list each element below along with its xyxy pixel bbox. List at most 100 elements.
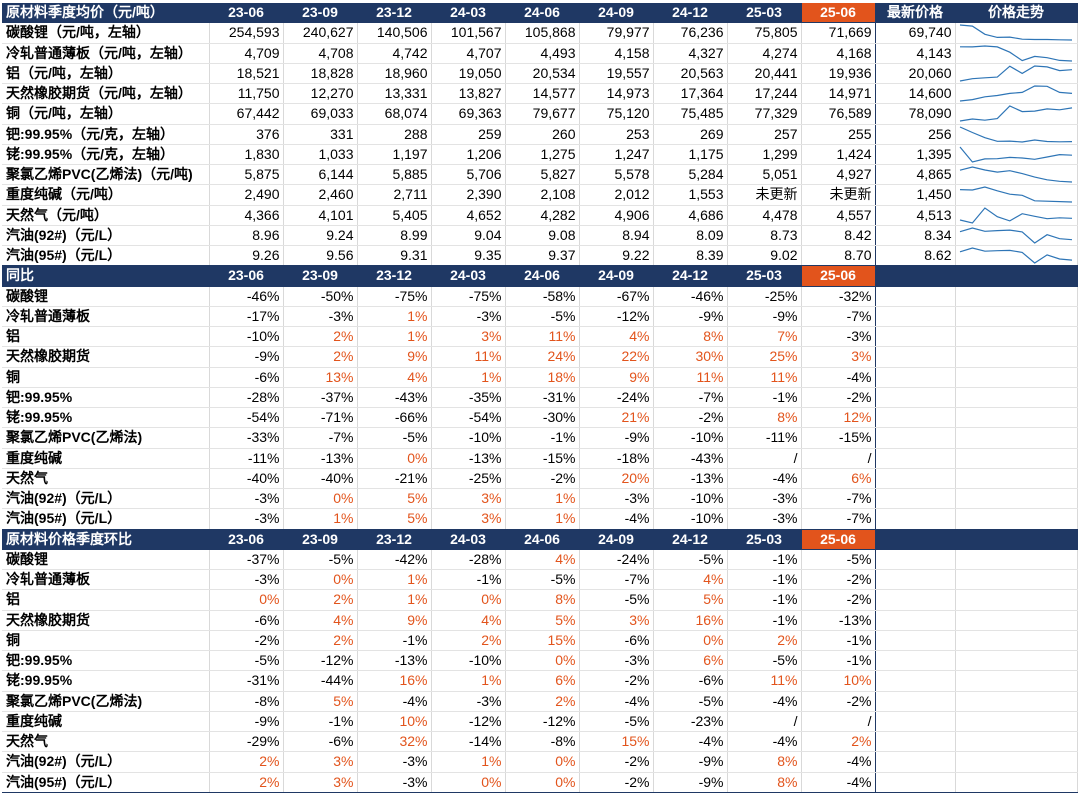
price-value: 18,960 bbox=[357, 63, 432, 85]
qoq-value: 0% bbox=[209, 589, 284, 611]
price-row-name: 钯:99.95%（元/克，左轴） bbox=[2, 124, 210, 145]
blank-cell bbox=[875, 367, 956, 388]
price-value: 257 bbox=[727, 124, 802, 145]
material-price-table: 原材料季度均价（元/吨） 23-06 23-09 23-12 24-03 24-06 24-… bbox=[2, 3, 1078, 793]
price-value: 8.39 bbox=[653, 245, 728, 267]
yoy-value: 11% bbox=[431, 346, 506, 368]
price-row: 汽油(95#)（元/L） 9.26 9.56 9.31 9.35 9.37 9.22 8.39… bbox=[2, 245, 1078, 267]
quarter-header: 23-12 bbox=[357, 265, 432, 287]
yoy-value: -4% bbox=[579, 508, 654, 530]
price-value: 14,971 bbox=[801, 83, 876, 105]
yoy-value: -10% bbox=[653, 427, 728, 449]
price-value: 1,830 bbox=[209, 144, 284, 166]
blank-cell bbox=[955, 569, 1078, 591]
sparkline bbox=[959, 126, 1072, 143]
price-value: 8.96 bbox=[209, 224, 284, 247]
yoy-value: -43% bbox=[653, 448, 728, 469]
yoy-value: -10% bbox=[209, 326, 284, 348]
yoy-value: 0% bbox=[357, 448, 432, 469]
latest-price: 4,513 bbox=[875, 205, 956, 226]
yoy-value: -5% bbox=[357, 427, 432, 449]
price-value: 9.31 bbox=[357, 245, 432, 267]
blank-cell bbox=[875, 265, 956, 287]
price-value: 未更新 bbox=[727, 184, 802, 206]
quarter-header: 25-03 bbox=[727, 3, 802, 24]
yoy-value: -9% bbox=[579, 427, 654, 449]
blank-cell bbox=[955, 306, 1078, 328]
qoq-value: 4% bbox=[505, 549, 580, 571]
blank-cell bbox=[955, 549, 1078, 571]
qoq-value: -4% bbox=[727, 691, 802, 712]
price-row-name: 天然气（元/吨） bbox=[2, 205, 210, 226]
qoq-value: 2% bbox=[801, 731, 876, 753]
yoy-row-name: 汽油(95#)（元/L） bbox=[2, 508, 210, 530]
latest-price: 4,865 bbox=[875, 164, 956, 186]
latest-price: 78,090 bbox=[875, 103, 956, 125]
qoq-value: -4% bbox=[653, 731, 728, 753]
quarter-header: 23-12 bbox=[357, 529, 432, 550]
sparkline bbox=[959, 45, 1072, 62]
yoy-value: -66% bbox=[357, 407, 432, 429]
yoy-value: -11% bbox=[209, 448, 284, 469]
price-value: 18,828 bbox=[283, 63, 358, 85]
yoy-value: 24% bbox=[505, 346, 580, 368]
price-row-name: 冷轧普通薄板（元/吨，左轴） bbox=[2, 43, 210, 64]
quarter-header: 23-09 bbox=[283, 265, 358, 287]
price-value: 4,478 bbox=[727, 205, 802, 226]
blank-cell bbox=[875, 569, 956, 591]
qoq-value: 1% bbox=[431, 670, 506, 692]
yoy-value: 4% bbox=[357, 367, 432, 388]
yoy-value: -3% bbox=[579, 487, 654, 510]
price-value: 1,175 bbox=[653, 144, 728, 166]
yoy-value: 13% bbox=[283, 367, 358, 388]
qoq-value: 4% bbox=[431, 610, 506, 631]
qoq-value: 3% bbox=[579, 610, 654, 631]
yoy-value: -7% bbox=[801, 306, 876, 328]
yoy-value: -40% bbox=[209, 468, 284, 490]
blank-cell bbox=[875, 286, 956, 307]
qoq-value: 0% bbox=[431, 589, 506, 611]
qoq-value: -2% bbox=[209, 630, 284, 652]
yoy-value: -75% bbox=[431, 286, 506, 307]
price-value: 2,460 bbox=[283, 184, 358, 206]
qoq-value: -13% bbox=[801, 610, 876, 631]
yoy-value: -5% bbox=[505, 306, 580, 328]
yoy-value: -75% bbox=[357, 286, 432, 307]
price-value: 376 bbox=[209, 124, 284, 145]
sparkline bbox=[959, 24, 1072, 41]
quarter-header: 23-09 bbox=[283, 529, 358, 550]
yoy-value: -40% bbox=[283, 468, 358, 490]
price-value: 2,711 bbox=[357, 184, 432, 206]
blank-cell bbox=[875, 387, 956, 409]
qoq-value: 8% bbox=[505, 589, 580, 611]
qoq-value: 16% bbox=[653, 610, 728, 631]
yoy-value: 1% bbox=[431, 367, 506, 388]
blank-cell bbox=[955, 326, 1078, 348]
yoy-value: 12% bbox=[801, 407, 876, 429]
qoq-value: / bbox=[727, 711, 802, 733]
yoy-row-name: 钯:99.95% bbox=[2, 387, 210, 409]
latest-price: 256 bbox=[875, 124, 956, 145]
price-value: 20,563 bbox=[653, 63, 728, 85]
qoq-value: -2% bbox=[579, 772, 654, 793]
qoq-value: -6% bbox=[653, 670, 728, 692]
yoy-value: -4% bbox=[801, 367, 876, 388]
qoq-value: 15% bbox=[505, 630, 580, 652]
price-value: 9.37 bbox=[505, 245, 580, 267]
qoq-value: -8% bbox=[209, 691, 284, 712]
yoy-value: -1% bbox=[505, 427, 580, 449]
yoy-row-name: 铑:99.95% bbox=[2, 407, 210, 429]
yoy-value: 3% bbox=[431, 508, 506, 530]
qoq-row: 铝 0% 2% 1% 0% 8% -5% 5% -1% -2% bbox=[2, 589, 1078, 611]
yoy-value: -58% bbox=[505, 286, 580, 307]
blank-cell bbox=[955, 286, 1078, 307]
yoy-value: 1% bbox=[283, 508, 358, 530]
qoq-value: 2% bbox=[283, 630, 358, 652]
yoy-value: 25% bbox=[727, 346, 802, 368]
latest-price: 8.62 bbox=[875, 245, 956, 267]
qoq-value: 3% bbox=[283, 751, 358, 773]
qoq-value: -10% bbox=[431, 650, 506, 672]
yoy-value: / bbox=[727, 448, 802, 469]
blank-cell bbox=[955, 650, 1078, 672]
qoq-value: 2% bbox=[727, 630, 802, 652]
